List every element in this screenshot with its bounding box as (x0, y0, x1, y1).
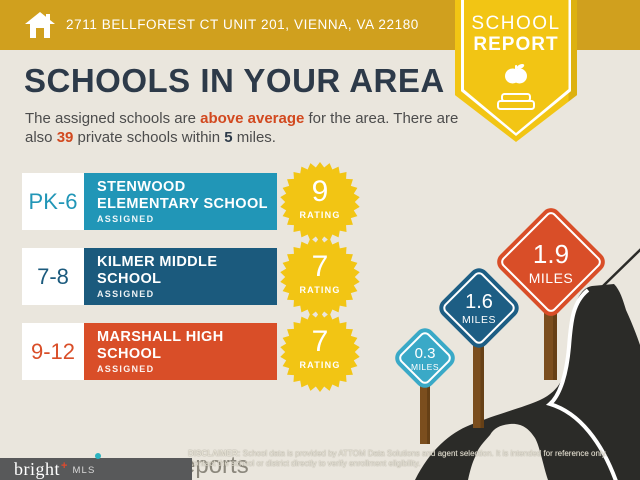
logo-mls-text: MLS (72, 465, 96, 476)
sign-post-2 (473, 340, 484, 428)
sign-distance-unit: MILES (528, 269, 574, 286)
sign-post-3 (544, 300, 557, 380)
sign-distance-unit: MILES (461, 313, 496, 326)
sign-label: 1.9 MILES (510, 221, 592, 303)
school-report-badge: SCHOOL REPORT (455, 0, 577, 142)
badge-title-school: SCHOOL (471, 13, 561, 34)
rating-badge-high: 7 RATING (280, 312, 360, 392)
school-name-line2: ELEMENTARY SCHOOL (97, 195, 268, 212)
logo-brand-text: bright (14, 458, 60, 479)
sign-distance-value: 1.9 (532, 238, 570, 269)
school-name-bar: MARSHALL HIGH SCHOOL ASSIGNED (84, 323, 277, 380)
logo-teal-dot (95, 453, 101, 459)
badge-title-report: REPORT (473, 34, 559, 55)
school-name-bar: KILMER MIDDLE SCHOOL ASSIGNED (84, 248, 277, 305)
rating-value: 9 (311, 175, 329, 208)
rating-badge-middle: 7 RATING (280, 237, 360, 317)
sign-distance-value: 1.6 (465, 290, 493, 313)
subtitle-seg3: private schools within (73, 129, 225, 146)
grade-range: 7-8 (22, 248, 84, 305)
sign-distance-unit: MILES (410, 361, 439, 372)
distance-sign-1-9-miles: 1.9 MILES (493, 204, 609, 320)
school-row-elementary: PK-6 STENWOOD ELEMENTARY SCHOOL ASSIGNED (22, 173, 582, 230)
disclaimer-body: School data is provided by ATTOM Data So… (188, 449, 608, 468)
subtitle-miles-count: 5 (224, 129, 233, 146)
road-shape (415, 284, 640, 480)
assigned-label: ASSIGNED (97, 214, 155, 224)
rating-starburst (280, 162, 360, 242)
distance-sign-0-3-miles: 0.3 MILES (391, 324, 459, 392)
sign-post-1 (420, 370, 430, 444)
assigned-label: ASSIGNED (97, 289, 155, 299)
school-name-line1: STENWOOD (97, 179, 186, 195)
school-name-line2: SCHOOL (97, 345, 162, 362)
assigned-label: ASSIGNED (97, 364, 155, 374)
subtitle-seg1: The assigned schools are (25, 110, 201, 127)
disclaimer-text: DISCLAIMER: School data is provided by A… (188, 449, 633, 469)
school-row-high: 9-12 MARSHALL HIGH SCHOOL ASSIGNED (22, 323, 582, 380)
subtitle-seg2: for the area. There are also (25, 110, 459, 146)
page-title: SCHOOLS IN YOUR AREA (24, 62, 445, 99)
distance-sign-1-6-miles: 1.6 MILES (435, 264, 523, 352)
sign-label: 0.3 MILES (401, 334, 449, 382)
logo-plus-mark: + (61, 460, 68, 472)
subtitle-private-count: 39 (56, 129, 74, 146)
grade-range: PK-6 (22, 173, 84, 230)
grade-range: 9-12 (22, 323, 84, 380)
rating-label: RATING (299, 285, 341, 295)
subtitle: The assigned schools are above average f… (25, 109, 470, 147)
subtitle-seg4: miles. (232, 129, 276, 146)
disclaimer-label: DISCLAIMER: (188, 449, 241, 458)
book-icon (455, 92, 577, 117)
school-name-line1: KILMER MIDDLE (97, 254, 218, 270)
road-graphic (415, 248, 640, 480)
badge-content: SCHOOL REPORT (455, 0, 577, 117)
sign-distance-value: 0.3 (414, 344, 436, 362)
rating-value: 7 (311, 250, 329, 283)
road-horizon-line (601, 248, 640, 288)
property-address: 2711 BELLFOREST CT UNIT 201, VIENNA, VA … (66, 17, 419, 32)
rating-label: RATING (299, 360, 341, 370)
apple-icon (455, 62, 577, 91)
rating-label: RATING (299, 210, 341, 220)
home-icon (25, 12, 55, 38)
sign-label: 1.6 MILES (448, 277, 510, 339)
rating-badge-elementary: 9 RATING (280, 162, 360, 242)
school-name-bar: STENWOOD ELEMENTARY SCHOOL ASSIGNED (84, 173, 277, 230)
bright-mls-logo: bright + MLS (0, 453, 192, 480)
rating-value: 7 (311, 325, 329, 358)
school-name-line1: MARSHALL HIGH (97, 329, 224, 345)
road-edge-line (545, 288, 618, 480)
subtitle-above-average: above average (200, 110, 305, 127)
school-row-middle: 7-8 KILMER MIDDLE SCHOOL ASSIGNED (22, 248, 582, 305)
rating-starburst (280, 237, 360, 317)
rating-starburst (280, 312, 360, 392)
school-name-line2: SCHOOL (97, 270, 162, 287)
